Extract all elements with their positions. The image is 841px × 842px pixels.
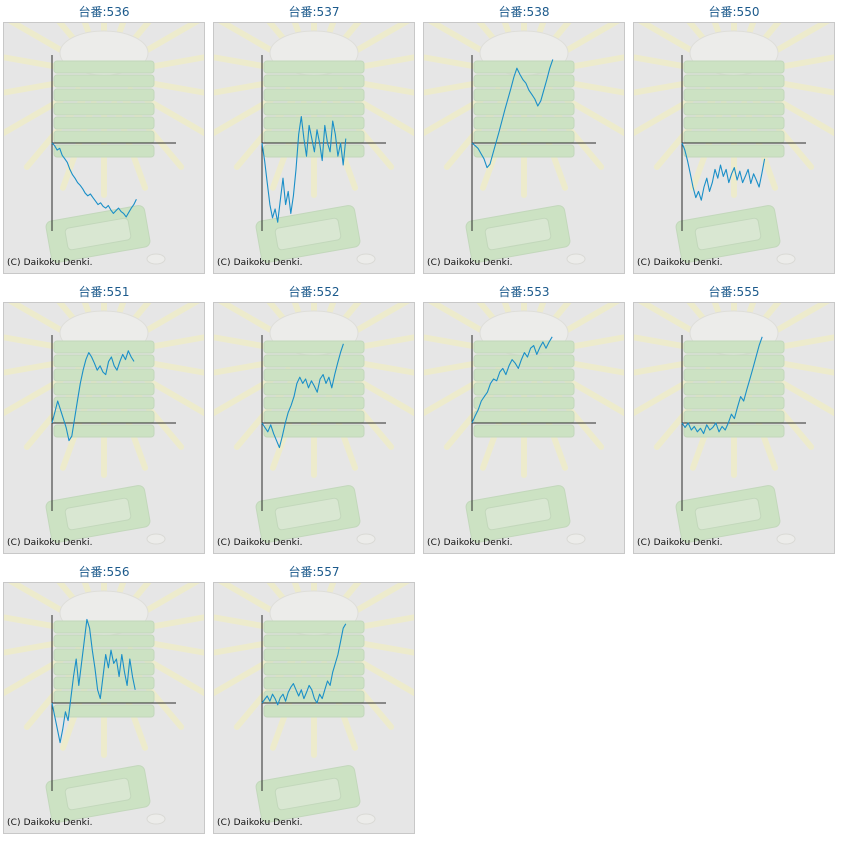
machine-number-link[interactable]: 台番:552 — [288, 285, 340, 299]
slump-graph[interactable]: (C) Daikoku Denki. — [213, 302, 415, 554]
copyright-text: (C) Daikoku Denki. — [217, 818, 303, 828]
slump-series-line — [471, 336, 553, 424]
machine-number-link[interactable]: 台番:555 — [708, 285, 760, 299]
machine-number-link[interactable]: 台番:538 — [498, 5, 550, 19]
machine-number-link[interactable]: 台番:550 — [708, 5, 760, 19]
slump-graph[interactable]: (C) Daikoku Denki. — [3, 22, 205, 274]
slump-series-line — [471, 59, 554, 169]
copyright-text: (C) Daikoku Denki. — [427, 538, 513, 548]
slot-machine-illustration-icon — [214, 23, 414, 265]
machine-number-link[interactable]: 台番:557 — [288, 565, 340, 579]
slump-series-line — [681, 142, 766, 201]
machine-number-link[interactable]: 台番:537 — [288, 5, 340, 19]
machine-cell: 台番:555 (C) Daikoku Denki. — [631, 280, 837, 556]
slump-graph[interactable]: (C) Daikoku Denki. — [213, 582, 415, 834]
machine-number-link[interactable]: 台番:551 — [78, 285, 130, 299]
slump-graph[interactable]: (C) Daikoku Denki. — [3, 582, 205, 834]
slump-graph-canvas — [424, 303, 624, 545]
slump-series-line — [261, 623, 347, 706]
machine-cell: 台番:552 (C) Daikoku Denki. — [211, 280, 417, 556]
slot-machine-illustration-icon — [634, 303, 834, 545]
slot-machine-illustration-icon — [634, 23, 834, 265]
machine-cell: 台番:556 (C) Daikoku Denki. — [1, 560, 207, 836]
slot-machine-illustration-icon — [214, 303, 414, 545]
slump-graph-canvas — [214, 583, 414, 825]
slump-graph[interactable]: (C) Daikoku Denki. — [423, 22, 625, 274]
slump-graph-canvas — [214, 303, 414, 545]
copyright-text: (C) Daikoku Denki. — [427, 258, 513, 268]
machine-cell: 台番:537 (C) Daikoku Denki. — [211, 0, 417, 276]
slump-graph[interactable]: (C) Daikoku Denki. — [423, 302, 625, 554]
slump-series-line — [51, 142, 137, 218]
slump-series-line — [261, 343, 344, 449]
slump-graph-canvas — [4, 303, 204, 545]
copyright-text: (C) Daikoku Denki. — [637, 538, 723, 548]
machine-cell: 台番:551 (C) Daikoku Denki. — [1, 280, 207, 556]
machine-number-link[interactable]: 台番:556 — [78, 565, 130, 579]
slump-graph[interactable]: (C) Daikoku Denki. — [213, 22, 415, 274]
slot-machine-illustration-icon — [214, 583, 414, 825]
slump-graph[interactable]: (C) Daikoku Denki. — [633, 302, 835, 554]
copyright-text: (C) Daikoku Denki. — [217, 258, 303, 268]
slump-graph-canvas — [4, 583, 204, 825]
slump-graph[interactable]: (C) Daikoku Denki. — [633, 22, 835, 274]
slump-series-line — [681, 336, 763, 435]
machine-cell: 台番:557 (C) Daikoku Denki. — [211, 560, 417, 836]
slot-machine-illustration-icon — [424, 23, 624, 265]
machine-cell: 台番:538 (C) Daikoku Denki. — [421, 0, 627, 276]
slump-graph-canvas — [214, 23, 414, 265]
machine-cell: 台番:553 (C) Daikoku Denki. — [421, 280, 627, 556]
machine-cell: 台番:536 (C) Daikoku Denki. — [1, 0, 207, 276]
slump-series-line — [51, 618, 136, 744]
slump-graph-canvas — [424, 23, 624, 265]
machine-number-link[interactable]: 台番:536 — [78, 5, 130, 19]
slump-series-line — [51, 350, 135, 442]
copyright-text: (C) Daikoku Denki. — [217, 538, 303, 548]
slump-graph-canvas — [634, 23, 834, 265]
slot-machine-illustration-icon — [4, 23, 204, 265]
slump-graph-canvas — [4, 23, 204, 265]
copyright-text: (C) Daikoku Denki. — [7, 818, 93, 828]
copyright-text: (C) Daikoku Denki. — [7, 538, 93, 548]
slump-graph-canvas — [634, 303, 834, 545]
slump-series-line — [261, 116, 347, 223]
machine-number-link[interactable]: 台番:553 — [498, 285, 550, 299]
copyright-text: (C) Daikoku Denki. — [637, 258, 723, 268]
machine-cell: 台番:550 (C) Daikoku Denki. — [631, 0, 837, 276]
slump-graph[interactable]: (C) Daikoku Denki. — [3, 302, 205, 554]
copyright-text: (C) Daikoku Denki. — [7, 258, 93, 268]
slot-machine-illustration-icon — [4, 583, 204, 825]
